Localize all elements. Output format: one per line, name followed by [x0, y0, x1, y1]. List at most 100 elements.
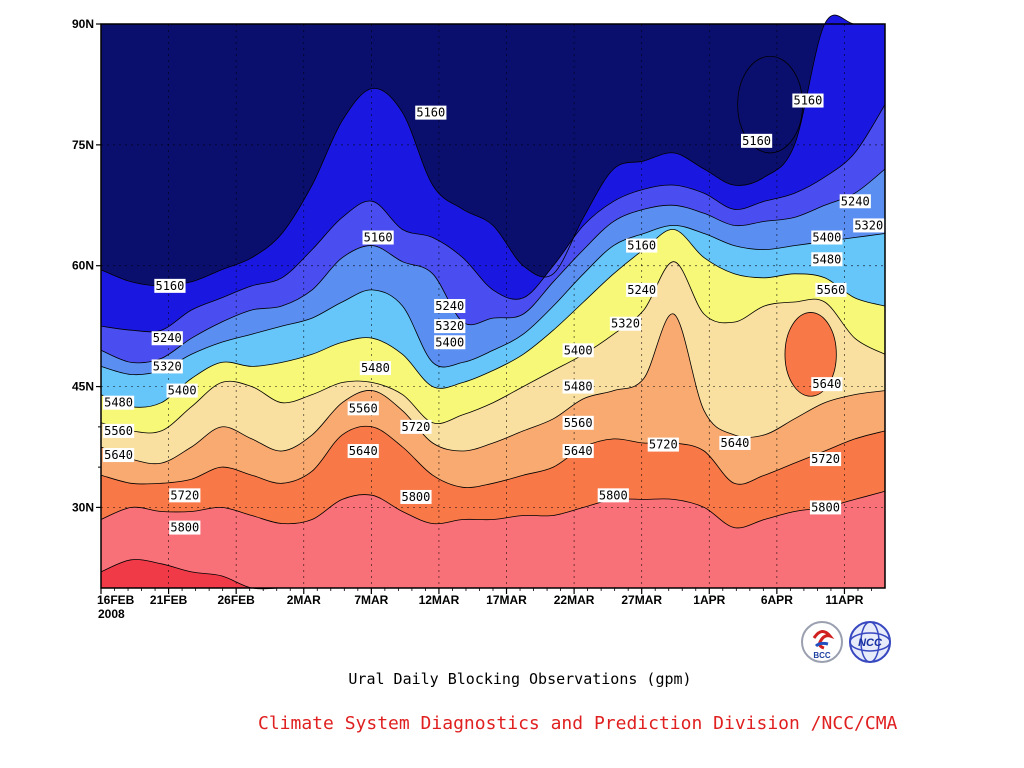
svg-text:NCC: NCC	[858, 637, 883, 649]
contour-label-bg	[400, 489, 432, 504]
contour-label: 5160	[793, 94, 822, 108]
x-axis-year-label: 2008	[98, 607, 125, 621]
contour-label: 5160	[742, 134, 771, 148]
contour-label-bg	[719, 435, 751, 450]
contour-label: 5160	[364, 231, 393, 245]
x-tick-label: 6APR	[761, 593, 793, 607]
contour-line-5240	[100, 104, 886, 333]
contour-label-bg	[434, 299, 466, 313]
contour-label-bg	[609, 316, 642, 331]
contour-label: 5320	[611, 317, 640, 331]
contour-label: 5720	[401, 420, 430, 434]
contour-label: 5240	[627, 283, 656, 297]
contour-label-bg	[562, 444, 594, 459]
contour-label: 5800	[599, 488, 628, 502]
x-tick-label: 2MAR	[287, 593, 321, 607]
y-axis: 30N 45N 60N 75N 90N	[72, 17, 101, 514]
y-tick-label: 45N	[72, 380, 94, 394]
contour-label-bg	[434, 319, 466, 334]
contour-label: 5800	[811, 500, 840, 514]
contour-line-5160	[100, 14, 885, 287]
contour-label-bg	[359, 361, 391, 376]
x-tick-label: 7MAR	[354, 593, 388, 607]
contour-label-bg	[562, 379, 594, 394]
contour-label-bg	[809, 452, 842, 467]
contour-label-bg	[562, 415, 594, 430]
closed-contour-5640	[784, 312, 837, 397]
contour-label: 5640	[349, 444, 378, 458]
contour-line-5320	[100, 168, 886, 364]
contour-line-5560	[100, 261, 886, 434]
band-above-5880	[101, 559, 885, 589]
contour-label: 5320	[854, 218, 883, 232]
contour-label: 5240	[841, 194, 870, 208]
contour-label-bg	[811, 252, 843, 267]
chart-title: Ural Daily Blocking Observations (gpm)	[348, 670, 692, 688]
contour-label-bg	[169, 488, 201, 503]
contour-label-bg	[102, 448, 135, 463]
contour-label-bg	[811, 377, 843, 392]
contour-label-bg	[562, 343, 594, 358]
contour-label: 5720	[649, 438, 678, 452]
contour-label: 5640	[721, 436, 750, 450]
contour-label-bg	[811, 230, 843, 245]
contour-label-bg	[792, 93, 824, 108]
contour-label: 5160	[627, 239, 656, 253]
contour-line-5800	[100, 490, 886, 529]
contour-label-bg	[362, 230, 394, 245]
x-tick-label: 11APR	[825, 593, 863, 607]
band-above-5800	[101, 491, 885, 588]
contour-label-bg	[597, 488, 629, 503]
contour-line-5720	[100, 425, 886, 488]
contour-label: 5800	[170, 521, 199, 535]
contour-label-bg	[809, 500, 842, 515]
credit-line: Climate System Diagnostics and Predictio…	[258, 713, 898, 734]
contour-label: 5240	[435, 299, 464, 313]
x-axis: 16FEB 21FEB 26FEB 2MAR 7MAR 12MAR 17MAR 22MAR 27…	[97, 588, 872, 607]
contour-label: 5560	[816, 283, 845, 297]
x-tick-label: 17MAR	[486, 593, 527, 607]
contour-label-bg	[853, 218, 885, 233]
contour-label-bg	[102, 423, 135, 438]
contour-line-5640	[100, 313, 886, 465]
contour-label: 5640	[104, 448, 133, 462]
y-tick-label: 90N	[72, 17, 94, 31]
x-tick-label: 21FEB	[150, 593, 188, 607]
contour-label: 5240	[153, 331, 182, 345]
contour-label: 5640	[564, 444, 593, 458]
contour-label-bg	[626, 238, 658, 253]
x-tick-label: 26FEB	[217, 593, 255, 607]
contour-label-bg	[647, 437, 679, 452]
contour-label-bg	[166, 383, 198, 398]
contour-line-5400	[100, 224, 886, 376]
grid-lines	[101, 24, 885, 588]
x-tick-label: 1APR	[693, 593, 725, 607]
contour-label-bg	[102, 395, 135, 410]
contour-label: 5320	[435, 319, 464, 333]
contour-label-bg	[400, 419, 432, 434]
contour-label: 5400	[435, 335, 464, 349]
contour-line-5480	[100, 229, 886, 408]
contour-label-bg	[815, 282, 847, 297]
contour-label-bg	[434, 335, 466, 350]
contour-label-bg	[151, 331, 183, 346]
contour-label: 5480	[361, 361, 390, 375]
y-tick-label: 60N	[72, 259, 94, 273]
y-tick-label: 30N	[72, 500, 94, 514]
x-tick-label: 16FEB	[97, 593, 135, 607]
ncc-logo: NCC	[846, 620, 894, 664]
contour-label-bg	[347, 444, 379, 459]
contour-label: 5480	[812, 252, 841, 266]
contour-label-bg	[154, 278, 186, 293]
contour-label: 5160	[416, 106, 445, 120]
contour-labels: 5160 5160 5160 5160 5160 5160 5240 5240 5240 5240…	[102, 93, 885, 535]
contour-label-bg	[151, 359, 183, 374]
contour-label: 5400	[564, 343, 593, 357]
x-tick-label: 22MAR	[554, 593, 595, 607]
contour-label: 5560	[104, 424, 133, 438]
contour-label: 5480	[564, 380, 593, 394]
contour-label: 5720	[811, 452, 840, 466]
contour-label: 5160	[155, 279, 184, 293]
y-tick-label: 75N	[72, 138, 94, 152]
